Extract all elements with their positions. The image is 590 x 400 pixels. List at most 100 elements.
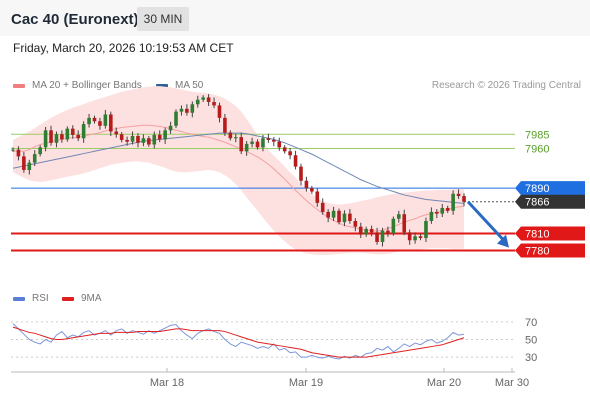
candle-body [92, 117, 97, 122]
candle-body [445, 207, 450, 211]
candle-body [212, 102, 216, 106]
candle-body [70, 128, 75, 135]
candle-body [49, 130, 53, 143]
bollinger-band [13, 86, 464, 255]
candle-body [43, 130, 48, 148]
candle-body [277, 141, 282, 148]
candle-body [310, 188, 314, 192]
candle-body [364, 228, 368, 235]
candle-body [342, 213, 347, 223]
candle-body [76, 134, 81, 139]
candle-body [217, 105, 222, 118]
candle-body [174, 111, 178, 126]
candle-body [81, 124, 86, 139]
candle-body [451, 193, 455, 211]
candle-body [288, 151, 292, 156]
timeframe-badge[interactable]: 30 MIN [137, 7, 189, 31]
x-tick-label: Mar 30 [495, 377, 529, 389]
candle-body [233, 137, 238, 139]
legend-rsi: RSI [32, 293, 49, 304]
candle-body [27, 162, 32, 170]
ma20-line [13, 124, 465, 232]
forecast-arrow-shaft [466, 200, 507, 243]
x-tick-label: Mar 20 [427, 377, 461, 389]
candle-body [22, 156, 26, 170]
candle-body [331, 210, 336, 218]
candle-body [429, 211, 434, 221]
rsi-swatch [13, 297, 25, 301]
candle-body [391, 218, 396, 234]
candle-body [16, 149, 21, 157]
rsi-tick-50: 50 [525, 335, 537, 347]
legend-9ma: 9MA [81, 293, 102, 304]
candle-body [168, 125, 173, 131]
legend-ma50: MA 50 [175, 80, 204, 91]
level-tag-7890 [515, 181, 585, 196]
level-label-7960: 7960 [525, 143, 549, 155]
candle-body [358, 226, 363, 235]
candle-body [266, 138, 271, 140]
candle-body [60, 134, 64, 140]
candle-body [380, 230, 385, 242]
candle-body [413, 236, 417, 241]
candle-body [163, 130, 167, 140]
candle-body [315, 191, 320, 203]
candle-body [103, 114, 108, 126]
candle-body [54, 134, 59, 143]
x-tick-label: Mar 19 [289, 377, 323, 389]
candle-body [157, 134, 162, 140]
candle-body [261, 138, 265, 148]
level-label-7780: 7780 [525, 245, 549, 257]
candle-body [98, 121, 102, 126]
candle-body [348, 213, 352, 221]
candle-body [223, 117, 227, 133]
rsi-tick-30: 30 [525, 352, 537, 364]
ma50-swatch [156, 84, 168, 88]
candle-body [87, 117, 91, 125]
forecast-arrow-head [497, 234, 509, 248]
candle-body [304, 180, 309, 189]
candle-body [228, 132, 233, 139]
ma9-swatch [62, 297, 74, 301]
candle-body [185, 108, 189, 113]
rsi-series-9ma [12, 326, 465, 358]
candle-body [250, 141, 254, 144]
candle-body [119, 134, 124, 140]
rsi-tick-70: 70 [525, 317, 537, 329]
candle-body [418, 236, 423, 238]
candle-body [326, 211, 330, 218]
candle-body [282, 147, 287, 152]
candle-body [293, 155, 298, 167]
ma20-swatch [13, 84, 25, 88]
candle-body [462, 196, 466, 202]
candle-body [141, 138, 146, 143]
candle-body [179, 108, 184, 112]
level-tag-7780 [515, 243, 585, 258]
chart-header: Cac 40 (Euronext) 30 MIN [0, 0, 590, 36]
copyright: Research © 2026 Trading Central [431, 80, 581, 91]
candle-body [402, 214, 407, 233]
candle-body [206, 97, 211, 102]
candle-body [136, 136, 140, 143]
candle-body [190, 104, 195, 113]
candle-body [456, 193, 461, 197]
timestamp: Friday, March 20, 2026 10:19:53 AM CET [13, 41, 234, 55]
candle-body [440, 207, 445, 214]
candle-body [32, 154, 37, 163]
candle-body [255, 141, 260, 148]
ma50-line [12, 132, 465, 204]
level-tag-7866 [515, 194, 585, 209]
candle-body [65, 128, 70, 140]
candle-body [396, 214, 401, 219]
candle-body [407, 232, 412, 241]
candle-body [11, 149, 15, 151]
level-label-7985: 7985 [525, 129, 549, 141]
candle-body [109, 114, 113, 132]
candle-body [337, 210, 341, 223]
candle-body [424, 221, 428, 238]
candle-body [195, 99, 200, 105]
candle-body [375, 232, 379, 242]
instrument-title: Cac 40 (Euronext) [11, 11, 139, 28]
candle-body [320, 202, 325, 212]
